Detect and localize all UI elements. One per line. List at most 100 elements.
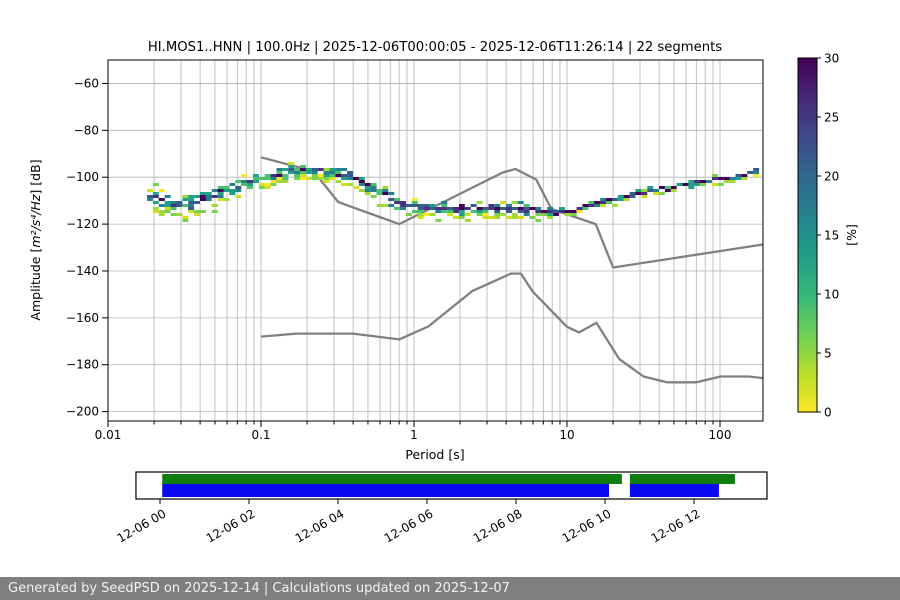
ppsd-cell: [205, 192, 212, 195]
ppsd-cell: [400, 201, 406, 204]
ppsd-cell: [617, 195, 624, 198]
ppsd-cell: [282, 177, 289, 180]
ppsd-cell: [217, 198, 224, 201]
ppsd-cell: [253, 174, 259, 177]
ppsd-cell: [258, 177, 265, 180]
ppsd-cell: [264, 177, 271, 180]
ppsd-cell: [152, 192, 159, 195]
ppsd-cell: [317, 177, 324, 180]
ppsd-cell: [317, 174, 324, 177]
ppsd-cell: [276, 180, 283, 183]
ppsd-cell: [200, 210, 206, 213]
ppsd-cell: [517, 210, 524, 213]
ppsd-cell: [164, 210, 171, 213]
ppsd-cell: [741, 174, 748, 177]
ppsd-cell: [176, 213, 183, 216]
ppsd-cell: [570, 210, 577, 213]
ppsd-cell: [476, 213, 483, 216]
y-tick-label: −140: [66, 264, 99, 278]
ppsd-cell: [588, 201, 595, 204]
ppsd-cell: [164, 207, 171, 210]
ppsd-cell: [423, 204, 430, 207]
ppsd-cell: [564, 210, 571, 213]
ppsd-cell: [276, 168, 283, 171]
ppsd-cell: [241, 183, 248, 186]
ppsd-cell: [347, 183, 353, 186]
ppsd-cell: [458, 207, 465, 210]
ppsd-cell: [576, 207, 583, 210]
ppsd-cell: [358, 180, 365, 183]
ppsd-cell: [688, 183, 695, 186]
ppsd-cell: [211, 210, 218, 213]
ppsd-cell: [311, 171, 318, 174]
ppsd-cell: [523, 210, 530, 213]
ppsd-cell: [500, 213, 506, 216]
ppsd-cell: [311, 174, 318, 177]
ppsd-cell: [464, 207, 471, 210]
ppsd-cell: [294, 177, 301, 180]
ppsd-cell: [335, 168, 342, 171]
ppsd-cell: [217, 195, 224, 198]
ppsd-cell: [353, 186, 359, 189]
ppsd-cell: [294, 168, 301, 171]
ppsd-cell: [288, 171, 295, 174]
ppsd-cell: [241, 180, 248, 183]
ppsd-cell: [600, 204, 607, 207]
ppsd-cell: [488, 207, 495, 210]
ppsd-cell: [276, 177, 283, 180]
ppsd-cell: [164, 204, 171, 207]
ppsd-cell: [441, 207, 448, 210]
ppsd-cell: [700, 183, 707, 186]
y-tick-label: −160: [66, 311, 99, 325]
ppsd-cell: [147, 198, 153, 201]
ppsd-cell: [494, 204, 501, 207]
colorbar-gradient: [797, 57, 818, 413]
ppsd-cell: [682, 183, 689, 186]
ppsd-cell: [576, 210, 583, 213]
ppsd-cell: [523, 204, 530, 207]
timeline-tick-label: 12-06 02: [204, 506, 258, 545]
ppsd-cell: [435, 219, 442, 222]
ppsd-cell: [659, 186, 665, 189]
ppsd-cell: [629, 195, 636, 198]
ppsd-cell: [323, 168, 330, 171]
ppsd-cell: [547, 210, 554, 213]
ppsd-cell: [735, 174, 742, 177]
ppsd-cell: [311, 177, 318, 180]
ppsd-cell: [582, 207, 589, 210]
ppsd-cell: [494, 210, 501, 213]
ppsd-cell: [247, 186, 253, 189]
y-tick-label: −200: [66, 405, 99, 419]
ppsd-cell: [635, 192, 642, 195]
ppsd-cell: [664, 189, 671, 192]
ppsd-cell: [506, 210, 512, 213]
ppsd-cell: [617, 198, 624, 201]
ppsd-cell: [176, 201, 183, 204]
ppsd-cell: [712, 177, 718, 180]
ppsd-cell: [341, 168, 348, 171]
ppsd-cell: [394, 198, 401, 201]
ppsd-cell: [341, 177, 348, 180]
ppsd-cell: [205, 195, 212, 198]
ppsd-cell: [364, 192, 371, 195]
ppsd-cell: [329, 171, 336, 174]
ppsd-cell: [611, 198, 618, 201]
ppsd-cell: [288, 168, 295, 171]
ppsd-cell: [447, 210, 454, 213]
ppsd-cell: [305, 168, 312, 171]
ppsd-cell: [164, 195, 171, 198]
ppsd-cell: [453, 216, 459, 219]
ppsd-cell: [241, 174, 248, 177]
ppsd-cell: [547, 213, 554, 216]
timeline-tick-label: 12-06 00: [115, 506, 169, 545]
colorbar-tick-label: 30: [824, 52, 839, 66]
ppsd-cell: [694, 180, 701, 183]
ppsd-cell: [706, 180, 712, 183]
ppsd-cell: [647, 186, 654, 189]
plot-title: HI.MOS1..HNN | 100.0Hz | 2025-12-06T00:0…: [148, 40, 722, 55]
ppsd-cell: [188, 201, 195, 204]
ppsd-cell: [494, 216, 501, 219]
ppsd-cell: [470, 204, 477, 207]
ppsd-cell: [435, 207, 442, 210]
ppsd-cell: [282, 180, 289, 183]
